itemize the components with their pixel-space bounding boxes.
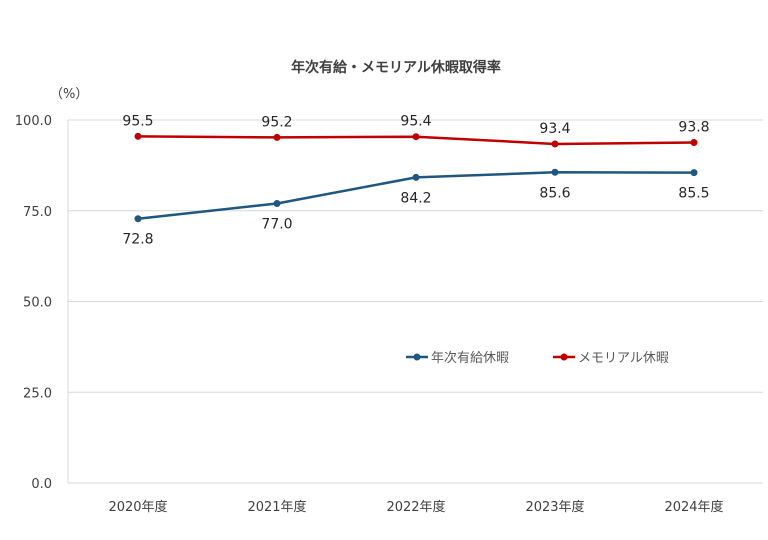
data-label: 84.2 [400, 190, 431, 206]
y-tick-label: 0.0 [31, 477, 52, 492]
data-point [134, 215, 142, 223]
y-tick-label: 75.0 [23, 205, 52, 220]
series-annual-paid-leave: 72.8 77.0 84.2 85.6 85.5 [122, 168, 710, 248]
legend-item: メモリアル休暇 [553, 351, 669, 366]
series-group: 72.8 77.0 84.2 85.6 85.5 95.5 95.2 95.4 93.4 93.8 [122, 113, 709, 247]
data-label: 95.4 [400, 114, 431, 130]
x-tick-label: 2023年度 [525, 499, 584, 515]
legend: 年次有給休暇 メモリアル休暇 [406, 350, 669, 366]
y-tick-label: 50.0 [23, 296, 52, 311]
data-point [412, 133, 420, 141]
data-point [273, 199, 281, 207]
data-label: 77.0 [261, 216, 292, 232]
data-point [690, 139, 698, 147]
legend-label: メモリアル休暇 [578, 351, 669, 366]
data-label: 72.8 [122, 232, 153, 248]
x-axis-ticks: 2020年度 2021年度 2022年度 2023年度 2024年度 [108, 499, 723, 515]
x-tick-label: 2020年度 [108, 499, 167, 515]
legend-point-marker [413, 353, 421, 361]
data-label: 85.6 [539, 185, 570, 201]
gridlines [67, 119, 763, 484]
y-axis-ticks: 0.0 25.0 50.0 75.0 100.0 [15, 114, 52, 492]
data-label: 85.5 [678, 186, 709, 202]
x-tick-label: 2021年度 [247, 499, 306, 515]
x-tick-label: 2024年度 [664, 499, 723, 515]
legend-label: 年次有給休暇 [431, 350, 509, 366]
y-tick-label: 100.0 [15, 114, 52, 129]
data-label: 93.8 [678, 120, 709, 136]
legend-point-marker [560, 353, 568, 361]
data-label: 93.4 [539, 121, 570, 137]
data-point [690, 169, 698, 177]
y-axis-unit-label: （%） [50, 87, 88, 102]
data-point [412, 173, 420, 181]
data-label: 95.5 [122, 113, 153, 129]
legend-item: 年次有給休暇 [406, 350, 509, 366]
chart-title: 年次有給・メモリアル休暇取得率 [291, 59, 501, 76]
x-tick-label: 2022年度 [386, 499, 445, 515]
data-point [551, 168, 559, 176]
data-point [551, 140, 559, 148]
data-point [273, 133, 281, 141]
data-label: 95.2 [261, 114, 292, 130]
y-tick-label: 25.0 [23, 386, 52, 401]
data-point [134, 132, 142, 140]
series-memorial-leave: 95.5 95.2 95.4 93.4 93.8 [122, 113, 710, 148]
